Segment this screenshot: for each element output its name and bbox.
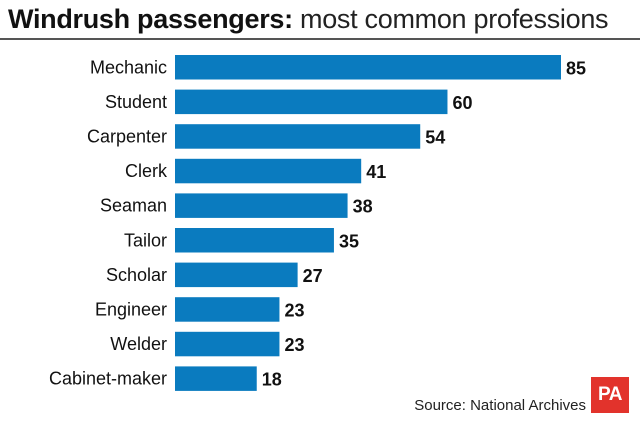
value-label: 23: [284, 335, 304, 355]
value-label: 35: [339, 231, 359, 251]
category-label: Student: [105, 92, 167, 112]
chart-title-light: most common professions: [292, 4, 609, 34]
value-label: 54: [425, 127, 445, 147]
category-label: Cabinet-maker: [49, 369, 167, 389]
chart-title-bold: Windrush passengers:: [8, 4, 293, 34]
category-label: Engineer: [95, 299, 167, 319]
value-label: 27: [303, 266, 323, 286]
category-label: Clerk: [125, 161, 168, 181]
category-label: Tailor: [124, 230, 167, 250]
bar: [175, 366, 257, 391]
category-label: Carpenter: [87, 126, 167, 146]
category-label: Scholar: [106, 265, 167, 285]
chart-title: Windrush passengers: most common profess…: [8, 2, 609, 36]
value-label: 85: [566, 58, 586, 78]
bar: [175, 55, 561, 80]
value-label: 23: [284, 300, 304, 320]
value-label: 38: [353, 197, 373, 217]
bar: [175, 124, 421, 149]
category-label: Seaman: [100, 196, 167, 216]
title-divider: [0, 38, 640, 40]
pa-logo: PA: [591, 377, 629, 413]
bar: [175, 158, 362, 184]
value-label: 41: [366, 162, 386, 182]
source-note: Source: National Archives: [414, 397, 586, 414]
bar: [175, 193, 348, 218]
bar: [175, 89, 448, 115]
bar: [175, 331, 280, 357]
category-label: Welder: [110, 334, 167, 354]
category-label: Mechanic: [90, 57, 167, 77]
value-label: 18: [262, 370, 282, 390]
bar: [175, 297, 280, 322]
bar: [175, 262, 298, 288]
bar: [175, 228, 334, 253]
value-label: 60: [452, 93, 472, 113]
